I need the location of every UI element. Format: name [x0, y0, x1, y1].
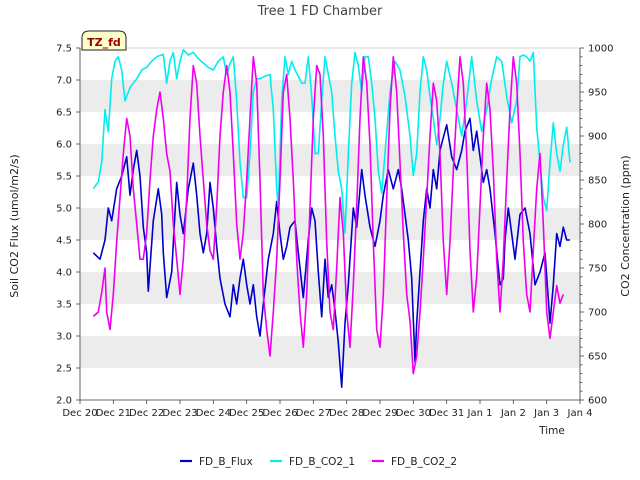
series-line-fd-b-co2-2 [92, 56, 565, 375]
legend-item-fd-b-co2-1: FD_B_CO2_1 [270, 456, 355, 468]
y-tick-label: 5.0 [56, 204, 72, 215]
x-tick-label: Jan 2 [500, 408, 526, 419]
chart-title: Tree 1 FD Chamber [257, 4, 383, 19]
x-tick-label: Dec 25 [229, 408, 264, 419]
y2-tick-label: 600 [588, 396, 607, 407]
x-tick-label: Dec 24 [196, 408, 231, 419]
y2-axis-label: CO2 Concentration (ppm) [619, 155, 632, 296]
x-tick-label: Dec 27 [296, 408, 331, 419]
y-tick-label: 4.5 [56, 236, 72, 247]
x-tick-label: Dec 28 [329, 408, 364, 419]
y2-tick-label: 950 [588, 88, 607, 99]
grid-band [80, 336, 580, 368]
grid-band [80, 144, 580, 176]
y2-tick-label: 1000 [588, 44, 613, 55]
y-tick-label: 7.5 [56, 44, 72, 55]
y2-tick-label: 700 [588, 308, 607, 319]
legend: FD_B_Flux FD_B_CO2_1 FD_B_CO2_2 [180, 456, 457, 468]
x-tick-label: Jan 4 [567, 408, 593, 419]
y-tick-label: 3.0 [56, 332, 72, 343]
y-tick-label: 5.5 [56, 172, 72, 183]
series-layer [92, 49, 571, 388]
x-tick-label: Dec 21 [96, 408, 131, 419]
x-tick-label: Dec 22 [129, 408, 164, 419]
y-tick-label: 6.5 [56, 108, 72, 119]
y-tick-label: 3.5 [56, 300, 72, 311]
legend-item-fd-b-co2-2: FD_B_CO2_2 [372, 456, 457, 468]
y-tick-label: 4.0 [56, 268, 72, 279]
x-tick-label: Dec 23 [162, 408, 197, 419]
tz-badge-label: TZ_fd [87, 36, 121, 49]
legend-label: FD_B_Flux [199, 456, 253, 468]
x-tick-label: Jan 3 [533, 408, 559, 419]
grid-bands [80, 80, 580, 368]
x-tick-label: Dec 30 [396, 408, 431, 419]
tz-badge-box [81, 30, 127, 51]
y2-tick-label: 750 [588, 264, 607, 275]
x-tick-label: Dec 20 [62, 408, 97, 419]
x-tick-label: Jan 1 [467, 408, 493, 419]
legend-label: FD_B_CO2_2 [391, 456, 457, 468]
y-tick-label: 7.0 [56, 76, 72, 87]
y2-tick-label: 650 [588, 352, 607, 363]
y-axis-label: Soil CO2 Flux (umol/m2/s) [8, 154, 21, 297]
x-tick-label: Dec 26 [262, 408, 297, 419]
tz-badge: TZ_fd [81, 30, 127, 51]
y2-tick-label: 850 [588, 176, 607, 187]
y-tick-label: 2.0 [56, 396, 72, 407]
x-axis-label: Time [538, 425, 565, 437]
x-tick-label: Dec 29 [362, 408, 397, 419]
y-tick-label: 6.0 [56, 140, 72, 151]
y2-tick-label: 800 [588, 220, 607, 231]
y2-tick-label: 900 [588, 132, 607, 143]
series-line-fd-b-flux [92, 117, 570, 388]
legend-item-fd-b-flux: FD_B_Flux [180, 456, 253, 468]
y-tick-label: 2.5 [56, 364, 72, 375]
series-line-fd-b-co2-1 [92, 49, 571, 234]
x-tick-label: Dec 31 [429, 408, 464, 419]
legend-label: FD_B_CO2_1 [289, 456, 355, 468]
